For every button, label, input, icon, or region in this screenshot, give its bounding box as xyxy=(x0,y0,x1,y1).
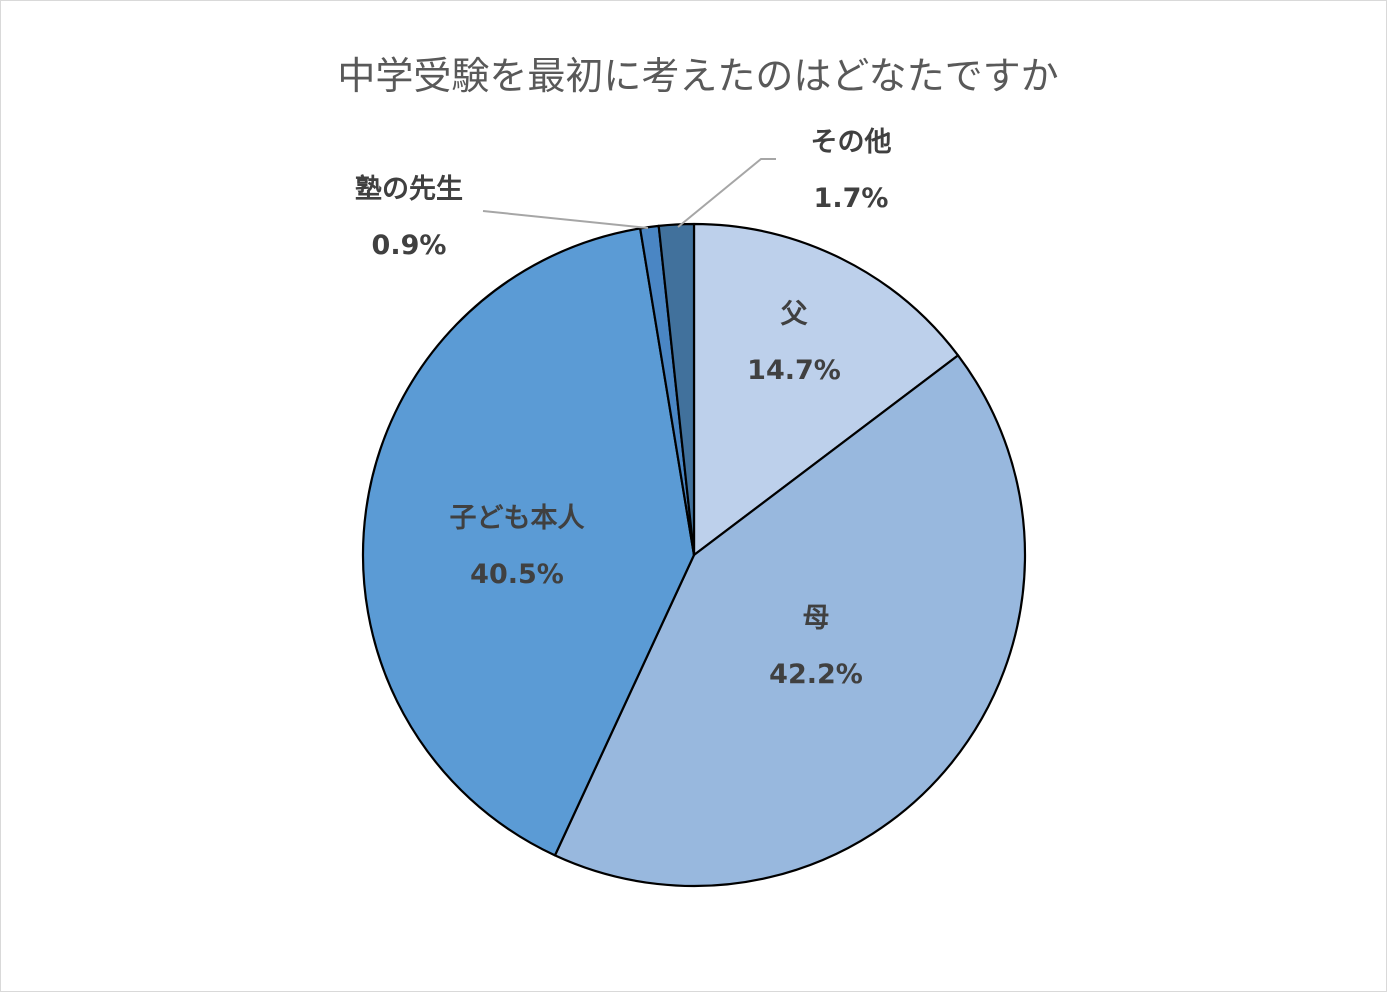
slice-value-label: 40.5% xyxy=(470,559,564,590)
slice-value-label: 42.2% xyxy=(769,659,863,690)
slice-value-label: 14.7% xyxy=(747,355,841,386)
pie-slice xyxy=(657,222,696,557)
pie-slice xyxy=(361,227,696,857)
slice-value-label: 1.7% xyxy=(814,183,889,214)
chart-title: 中学受験を最初に考えたのはどなたですか xyxy=(337,54,1058,98)
slice-label: 子ども本人 xyxy=(450,503,585,534)
slice-label: その他 xyxy=(811,127,892,158)
leader-line xyxy=(482,210,649,229)
slice-label: 父 xyxy=(781,299,809,330)
slice-labels: 父 14.7% 母 42.2% 子ども本人 40.5% 塾の先生 0.9% その他 1.7% xyxy=(355,127,892,690)
pie-slice xyxy=(692,222,960,557)
slice-label: 母 xyxy=(803,603,830,634)
leader-line xyxy=(677,158,776,228)
pie-slices xyxy=(361,222,1027,888)
pie-slice xyxy=(553,354,1027,888)
slice-value-label: 0.9% xyxy=(372,230,447,261)
slice-label: 塾の先生 xyxy=(355,173,463,205)
leader-lines xyxy=(482,158,776,229)
